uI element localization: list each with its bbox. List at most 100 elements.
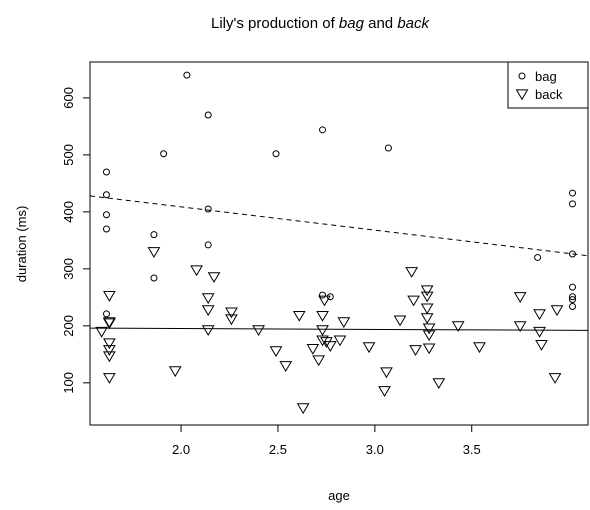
- point: [103, 373, 116, 384]
- plot-frame: [89, 61, 589, 426]
- point: [160, 150, 168, 158]
- point: [150, 274, 158, 282]
- point: [204, 111, 212, 119]
- point: [102, 225, 110, 233]
- point: [225, 307, 238, 319]
- point: [103, 318, 116, 330]
- point: [204, 241, 212, 249]
- point: [102, 310, 110, 318]
- title-part: and: [364, 15, 397, 32]
- point: [316, 325, 329, 337]
- point: [103, 351, 116, 363]
- fit-line: [89, 195, 589, 257]
- legend-marker: [515, 89, 529, 101]
- fit-line: [89, 327, 589, 331]
- point: [320, 337, 333, 349]
- title-part: Lily's production of: [211, 15, 339, 32]
- point: [568, 283, 576, 291]
- point: [252, 325, 265, 337]
- point: [225, 314, 238, 326]
- y-tick-label: 600: [61, 87, 76, 109]
- point: [548, 373, 562, 384]
- point: [103, 317, 116, 329]
- y-tick-label: 300: [61, 258, 76, 280]
- point: [393, 315, 407, 327]
- point: [473, 342, 486, 354]
- point: [279, 361, 293, 372]
- y-tick-label: 100: [61, 372, 76, 394]
- point: [513, 321, 527, 333]
- point: [207, 272, 221, 284]
- point: [337, 317, 351, 329]
- legend-label: bag: [535, 69, 557, 84]
- point: [380, 367, 393, 379]
- x-tick-label: 3.5: [463, 442, 481, 457]
- point: [204, 205, 212, 213]
- point: [362, 342, 376, 354]
- point: [550, 305, 564, 317]
- point: [319, 126, 327, 134]
- point: [422, 343, 436, 355]
- point: [201, 293, 215, 305]
- point: [183, 71, 191, 79]
- point: [422, 323, 436, 335]
- point: [568, 200, 576, 208]
- point: [306, 344, 320, 355]
- point: [405, 267, 419, 278]
- point: [103, 338, 116, 350]
- point: [296, 403, 310, 415]
- point: [333, 335, 347, 347]
- point: [533, 326, 546, 338]
- point: [535, 340, 548, 351]
- point: [323, 341, 337, 353]
- point: [150, 231, 158, 239]
- y-tick-label: 200: [61, 315, 76, 337]
- point: [420, 313, 434, 325]
- point: [102, 211, 110, 219]
- point: [534, 253, 542, 261]
- point: [568, 293, 576, 301]
- point: [95, 326, 109, 338]
- y-axis-label: duration (ms): [14, 206, 29, 283]
- point: [102, 168, 110, 176]
- point: [451, 321, 465, 333]
- point: [533, 309, 546, 321]
- x-tick-label: 2.5: [269, 442, 287, 457]
- point: [568, 302, 576, 310]
- point: [407, 295, 420, 307]
- point: [420, 285, 434, 297]
- point: [102, 191, 110, 199]
- point: [269, 346, 283, 358]
- point: [420, 303, 434, 315]
- point: [147, 247, 161, 258]
- legend-marker: [518, 72, 526, 80]
- chart-title: Lily's production of bag and back: [211, 15, 431, 32]
- point: [272, 150, 280, 158]
- point: [420, 291, 434, 303]
- legend-label: back: [535, 87, 563, 102]
- point: [319, 291, 327, 299]
- legend-box: [507, 61, 589, 109]
- point: [384, 144, 392, 152]
- point: [409, 345, 422, 356]
- point: [568, 250, 576, 258]
- point: [378, 386, 391, 398]
- y-tick-label: 400: [61, 201, 76, 223]
- point: [312, 355, 326, 367]
- point: [568, 296, 576, 304]
- title-part: back: [397, 15, 430, 32]
- point: [513, 292, 527, 303]
- point: [318, 295, 331, 307]
- point: [326, 293, 334, 301]
- point: [292, 310, 306, 322]
- title-part: bag: [339, 15, 365, 32]
- x-tick-label: 2.0: [172, 442, 190, 457]
- point: [432, 378, 446, 390]
- point: [201, 325, 215, 337]
- point: [568, 189, 576, 197]
- point: [201, 305, 215, 317]
- y-tick-label: 500: [61, 144, 76, 166]
- point: [316, 310, 329, 322]
- x-tick-label: 3.0: [366, 442, 384, 457]
